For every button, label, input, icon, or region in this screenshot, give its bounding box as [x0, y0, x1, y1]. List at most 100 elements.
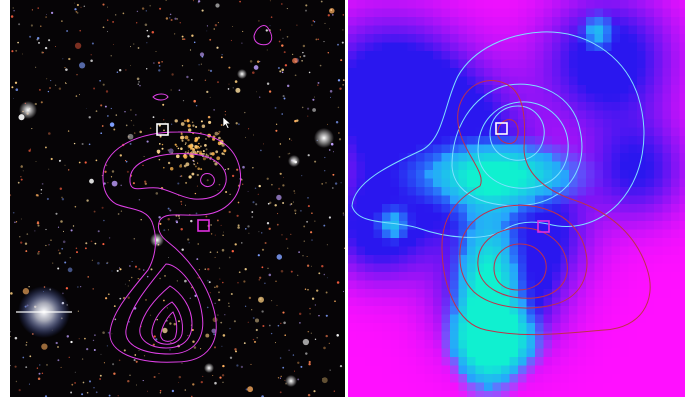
- star: [18, 23, 21, 26]
- star: [111, 333, 113, 335]
- density-pixel: [620, 246, 630, 256]
- panel-divider: [345, 0, 348, 397]
- density-pixel: [484, 59, 494, 69]
- star: [159, 7, 162, 10]
- bright-star: [204, 363, 214, 373]
- density-pixel: [603, 68, 613, 78]
- density-pixel: [424, 382, 434, 392]
- density-pixel: [492, 0, 502, 10]
- density-pixel: [475, 289, 485, 299]
- star: [330, 96, 331, 98]
- star: [302, 254, 304, 257]
- density-pixel: [501, 374, 511, 384]
- density-pixel: [450, 382, 460, 392]
- star: [161, 61, 163, 63]
- star: [334, 182, 338, 185]
- density-pixel: [501, 246, 511, 256]
- star: [311, 239, 313, 241]
- density-pixel: [552, 204, 562, 214]
- density-pixel: [637, 382, 647, 392]
- density-pixel: [671, 204, 681, 214]
- density-pixel: [365, 25, 375, 35]
- density-pixel: [356, 102, 366, 112]
- density-pixel: [501, 8, 511, 18]
- star: [100, 353, 102, 355]
- star: [245, 388, 248, 391]
- star: [132, 43, 135, 45]
- star: [269, 201, 272, 204]
- density-pixel: [365, 331, 375, 341]
- star: [45, 363, 49, 366]
- density-pixel: [356, 93, 366, 103]
- star: [222, 231, 224, 233]
- density-pixel: [645, 221, 655, 231]
- star: [181, 203, 183, 205]
- density-pixel: [603, 187, 613, 197]
- density-pixel: [671, 306, 681, 316]
- density-pixel: [662, 17, 672, 27]
- density-pixel: [475, 204, 485, 214]
- density-pixel: [671, 297, 681, 307]
- density-pixel: [662, 59, 672, 69]
- cluster-galaxy: [216, 156, 221, 161]
- density-pixel: [475, 76, 485, 86]
- density-pixel: [611, 170, 621, 180]
- density-pixel: [356, 119, 366, 129]
- star: [237, 123, 240, 126]
- density-pixel: [594, 323, 604, 333]
- star: [29, 148, 32, 150]
- star: [156, 318, 158, 321]
- cluster-galaxy: [185, 162, 190, 167]
- density-pixel: [382, 246, 392, 256]
- density-pixel: [484, 204, 494, 214]
- density-pixel: [645, 85, 655, 95]
- star: [238, 271, 241, 274]
- density-pixel: [654, 127, 664, 137]
- density-pixel: [611, 382, 621, 392]
- density-pixel: [373, 340, 383, 350]
- density-pixel: [526, 246, 536, 256]
- density-pixel: [492, 255, 502, 265]
- density-pixel: [526, 34, 536, 44]
- density-pixel: [492, 187, 502, 197]
- red-contours: [441, 80, 651, 336]
- density-pixel: [484, 127, 494, 137]
- density-pixel: [577, 391, 587, 397]
- density-pixel: [501, 68, 511, 78]
- density-pixel: [373, 365, 383, 375]
- cluster-galaxy: [214, 131, 219, 136]
- density-pixel: [679, 382, 685, 392]
- density-pixel: [424, 0, 434, 10]
- density-pixel: [662, 68, 672, 78]
- density-pixel: [441, 34, 451, 44]
- star: [258, 20, 260, 22]
- density-pixel: [679, 136, 685, 146]
- star: [270, 332, 273, 335]
- star: [66, 30, 69, 32]
- star: [200, 63, 202, 65]
- density-pixel: [416, 365, 426, 375]
- density-pixel: [407, 357, 417, 367]
- density-pixel: [603, 136, 613, 146]
- star: [76, 251, 78, 254]
- density-pixel: [484, 136, 494, 146]
- density-pixel: [475, 229, 485, 239]
- star: [304, 288, 307, 291]
- density-pixel: [458, 382, 468, 392]
- density-pixel: [569, 348, 579, 358]
- density-pixel: [586, 136, 596, 146]
- density-pixel: [373, 68, 383, 78]
- star: [93, 387, 95, 389]
- density-pixel: [603, 93, 613, 103]
- density-pixel: [433, 110, 443, 120]
- star: [325, 182, 327, 184]
- star: [307, 330, 310, 333]
- density-pixel: [467, 161, 477, 171]
- density-pixel: [662, 289, 672, 299]
- star: [323, 346, 326, 350]
- density-pixel: [577, 85, 587, 95]
- density-pixel: [671, 102, 681, 112]
- star: [317, 38, 320, 41]
- density-pixel: [416, 8, 426, 18]
- density-pixel: [390, 365, 400, 375]
